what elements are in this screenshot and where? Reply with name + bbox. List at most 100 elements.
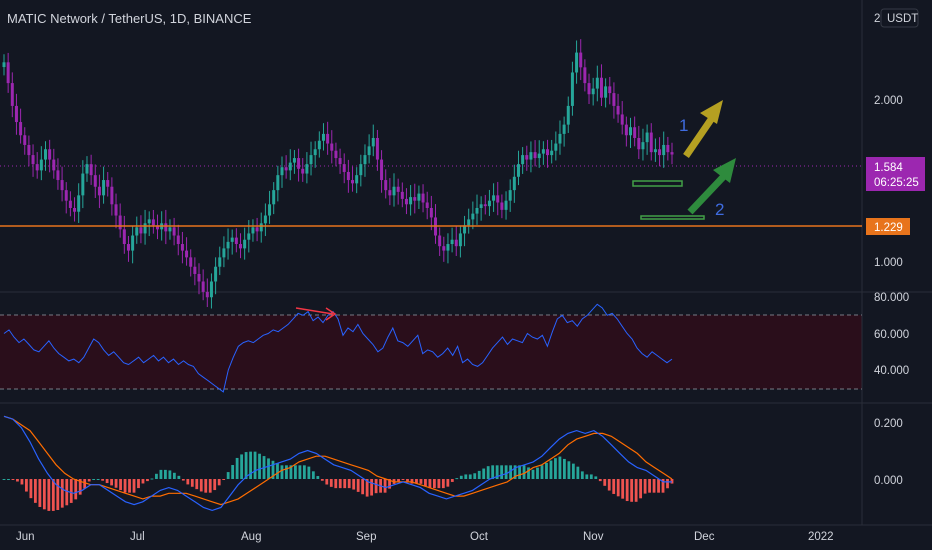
macd-histogram-bar — [406, 479, 409, 482]
macd-histogram-bar — [589, 474, 593, 479]
macd-histogram-bar — [137, 479, 140, 489]
macd-histogram-bar — [432, 479, 436, 489]
candle-body — [321, 133, 325, 141]
macd-histogram-bar — [652, 479, 656, 493]
macd-histogram-bar — [329, 479, 333, 487]
candle-body — [521, 155, 525, 165]
candle-body — [645, 132, 649, 143]
candle-body — [118, 215, 122, 230]
candle-body — [284, 167, 288, 171]
candle-body — [143, 223, 147, 234]
candle-body — [247, 233, 251, 240]
candle-body — [566, 105, 570, 125]
arrow-2-icon[interactable] — [687, 158, 736, 215]
candle-body — [637, 137, 641, 150]
macd-histogram-bar — [244, 452, 248, 479]
macd-histogram-bar — [410, 479, 414, 484]
macd-histogram-bar — [598, 479, 602, 482]
macd-histogram-bar — [554, 458, 557, 479]
macd-histogram-bar — [571, 463, 575, 479]
macd-histogram-bar — [495, 465, 499, 479]
macd-histogram-bar — [311, 471, 315, 479]
candle-body — [110, 186, 114, 205]
candle-body — [467, 219, 471, 226]
candle-body — [60, 180, 64, 191]
macd-histogram-bar — [190, 479, 194, 487]
macd-histogram-bar — [226, 472, 230, 479]
rsi-tick-40: 40.000 — [874, 365, 909, 377]
candle-body — [570, 72, 574, 106]
candle-body — [102, 180, 106, 196]
macd-histogram-bar — [141, 479, 145, 484]
candle-body — [52, 159, 56, 171]
macd-histogram-bar — [249, 451, 252, 479]
candle-body — [268, 204, 272, 216]
candle-body — [591, 88, 595, 95]
macd-histogram-bar — [110, 479, 113, 486]
macd-histogram-bar — [60, 479, 64, 508]
macd-histogram-bar — [258, 453, 261, 479]
macd-histogram-bar — [289, 465, 293, 479]
candle-body — [583, 67, 587, 84]
candle-body — [313, 149, 317, 156]
support-box-2[interactable] — [640, 215, 705, 220]
macd-histogram-bar — [509, 465, 513, 479]
candle-body — [326, 133, 330, 144]
macd-histogram-bar — [361, 479, 365, 495]
candle-body — [309, 155, 313, 165]
candle-body — [504, 200, 508, 210]
countdown-value: 06:25:25 — [874, 177, 919, 189]
price-tick-1: 1.000 — [874, 257, 903, 269]
candle-body — [338, 158, 342, 165]
candle-body — [131, 235, 135, 251]
candle-body — [475, 207, 479, 214]
candle-body — [2, 62, 6, 68]
macd-histogram-bar — [163, 469, 167, 479]
candle-body — [425, 202, 429, 208]
candle-body — [587, 83, 591, 95]
candle-body — [463, 225, 467, 234]
candle-body — [77, 195, 81, 212]
candle-body — [653, 149, 657, 153]
macd-histogram-bar — [320, 479, 324, 481]
macd-histogram-bar — [302, 465, 306, 479]
currency-prefix: 2 — [874, 13, 880, 25]
macd-histogram-bar — [105, 479, 109, 484]
candle-body — [288, 162, 292, 171]
candle-body — [93, 175, 97, 187]
candle-body — [126, 244, 130, 251]
candle-body — [575, 52, 579, 73]
candle-body — [371, 137, 375, 147]
macd-histogram-bar — [96, 479, 100, 480]
candle-body — [48, 149, 52, 160]
candle-body — [446, 244, 450, 251]
macd-histogram-bar — [401, 479, 405, 480]
price-tick-2: 2.000 — [874, 95, 903, 107]
candle-body — [662, 144, 666, 156]
macd-histogram-bar — [661, 479, 665, 493]
macd-histogram-bar — [199, 479, 203, 492]
support-box-1[interactable] — [632, 180, 683, 187]
rsi-group — [3, 303, 673, 393]
macd-histogram-bar — [352, 479, 356, 490]
macd-histogram-bar — [33, 479, 37, 503]
macd-histogram-bar — [666, 479, 669, 489]
currency-label[interactable]: USDT — [887, 13, 918, 25]
candle-body — [222, 248, 226, 258]
macd-histogram-bar — [114, 479, 118, 488]
macd-histogram-bar — [78, 479, 82, 495]
arrow-1-icon[interactable] — [683, 100, 723, 158]
macd-histogram-bar — [177, 475, 181, 479]
macd-histogram-bar — [607, 479, 611, 491]
candle-body — [438, 235, 442, 247]
currency-button[interactable] — [880, 8, 919, 28]
rsi-divergence-arrow-icon[interactable] — [295, 307, 337, 321]
candle-body — [483, 204, 487, 207]
macd-histogram-bar — [513, 465, 517, 479]
macd-histogram-bar — [222, 479, 226, 480]
macd-histogram-bar — [285, 465, 288, 479]
macd-histogram-bar — [477, 470, 481, 479]
macd-histogram-bar — [181, 479, 185, 481]
macd-histogram-bar — [101, 479, 105, 481]
candle-body — [367, 146, 371, 156]
